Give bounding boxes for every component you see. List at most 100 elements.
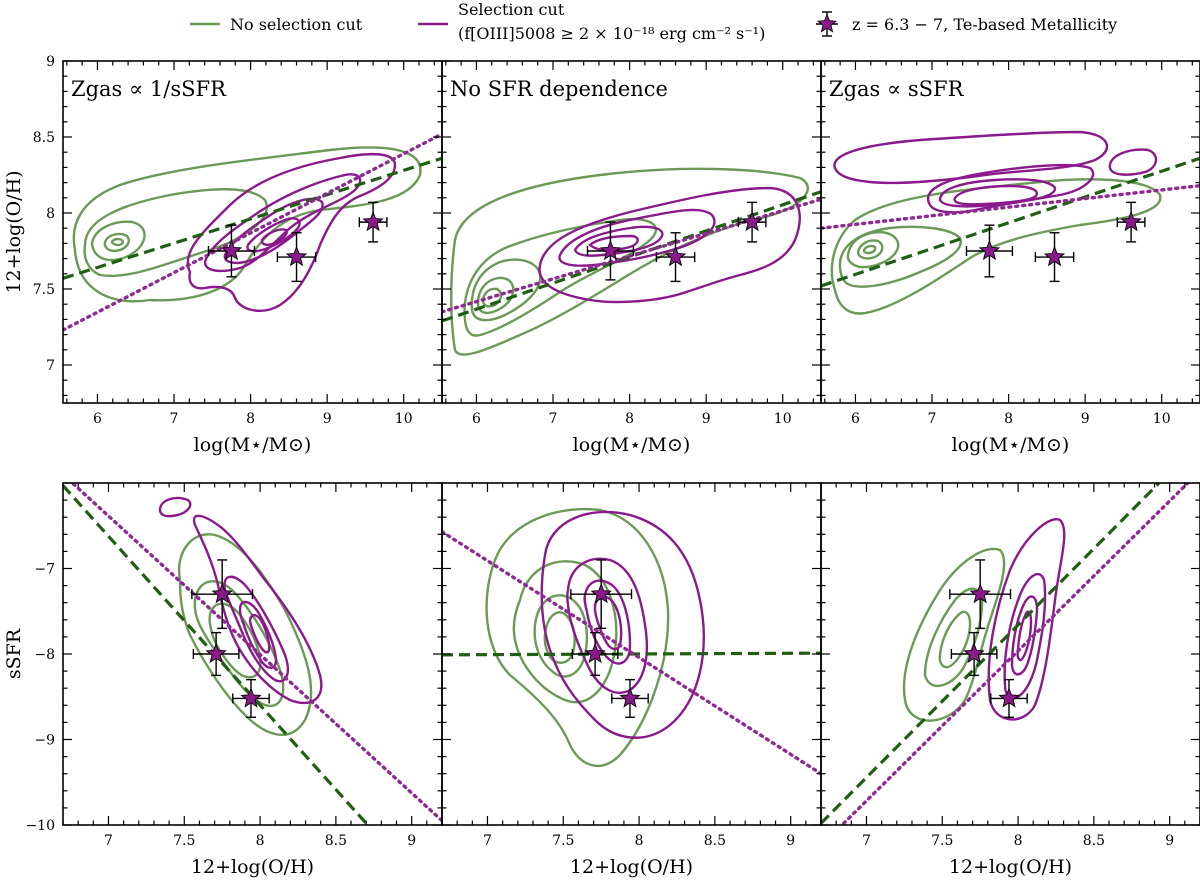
data-point — [207, 224, 256, 278]
contour-purple — [583, 579, 632, 665]
x-tick-label: 8 — [246, 411, 255, 427]
y-tick-label: 8.5 — [33, 130, 55, 146]
x-tick-label: 10 — [774, 411, 792, 427]
data-point — [737, 201, 767, 243]
contour-green — [846, 230, 900, 269]
fit-line-cut — [69, 483, 442, 823]
x-tick-label: 8.5 — [704, 833, 726, 849]
contour-purple — [593, 595, 623, 651]
panel-bottom-left-marks: 7 7.5 8 8.5 9 −10 −9 −8 −7 12+log(O/H) sSFR — [3, 482, 443, 878]
contour-purple — [1108, 148, 1158, 176]
panel-bottom-right-marks: 7 7.5 8 8.5 9 12+log(O/H) — [820, 482, 1200, 878]
fit-line-cut — [821, 183, 1200, 230]
panel-bottom-middle — [485, 507, 705, 767]
contour-purple — [953, 184, 1039, 206]
fit-line-no-cut — [63, 156, 442, 280]
data-point — [611, 678, 649, 718]
contours-top-middle — [450, 167, 809, 356]
x-tick-label: 8 — [635, 833, 644, 849]
contour-purple — [260, 228, 288, 246]
x-tick-label: 9 — [323, 411, 332, 427]
x-tick-label: 7 — [170, 411, 179, 427]
x-tick-label: 8 — [1004, 411, 1013, 427]
contour-green — [512, 560, 618, 704]
x-tick-label: 9 — [407, 833, 416, 849]
contour-purple — [186, 152, 397, 312]
contour-green — [90, 220, 146, 262]
x-tick-label: 7 — [483, 833, 492, 849]
axes-frame — [441, 60, 822, 404]
y-tick-label: −8 — [34, 647, 55, 663]
fit-line-cut — [63, 132, 442, 332]
data-point — [949, 559, 1012, 630]
contour-purple — [566, 557, 649, 694]
contour-purple — [558, 208, 716, 267]
y-tick-label: −7 — [34, 562, 55, 578]
fit-line-no-cut — [821, 156, 1200, 288]
contour-green — [103, 232, 130, 253]
x-tick-label: 9 — [1081, 411, 1090, 427]
data-point — [570, 559, 633, 630]
contour-purple — [223, 575, 289, 683]
contour-purple — [203, 173, 362, 273]
x-tick-label: 9 — [702, 411, 711, 427]
legend-cut-label-2: (f[OIII]5008 ≥ 2 × 10⁻¹⁸ erg cm⁻² s⁻¹) — [458, 24, 765, 43]
legend-obs-label: z = 6.3 − 7, Te-based Metallicity — [852, 15, 1117, 34]
x-axis-label: 12+log(O/H) — [191, 856, 314, 878]
x-tick-label: 6 — [472, 411, 481, 427]
contour-green — [110, 237, 125, 247]
panel-top-left — [72, 146, 422, 312]
x-tick-label: 8.5 — [1083, 833, 1105, 849]
contour-purple — [938, 178, 1057, 208]
contour-green — [481, 287, 503, 308]
y-tick-label: 7.5 — [33, 282, 55, 298]
panel-top-right — [830, 130, 1162, 315]
contour-green — [902, 547, 1006, 722]
data-point — [1034, 232, 1075, 283]
legend-obs-marker — [816, 11, 838, 37]
x-tick-label: 9 — [1165, 833, 1174, 849]
data-point — [1116, 201, 1146, 243]
contours-bottom-middle — [485, 507, 705, 767]
data-point — [950, 631, 998, 677]
panel-top-right-marks: 6 7 8 9 10 log(M⋆/M⊙) Zgas ∝ sSFR — [820, 60, 1200, 456]
x-tick-label: 7 — [104, 833, 113, 849]
data-point — [232, 678, 270, 718]
chart-layer: 6 7 8 9 10 7 7.5 8 8.5 9 log(M⋆/M⊙) 12+log(O/H) Zgas… — [3, 54, 1200, 878]
x-tick-label: 8 — [1014, 833, 1023, 849]
contour-purple — [573, 225, 664, 257]
y-tick-label: 9 — [46, 54, 55, 70]
panel-top-middle-marks: 6 7 8 9 10 log(M⋆/M⊙) No SFR dependence — [441, 60, 822, 456]
contour-green — [208, 602, 262, 679]
contour-purple — [540, 510, 705, 739]
contour-green — [862, 244, 877, 255]
panel-bottom-left — [158, 496, 323, 736]
data-point — [358, 201, 388, 243]
x-tick-label: 7.5 — [552, 833, 574, 849]
y-axis-label: 12+log(O/H) — [3, 170, 25, 293]
x-tick-label: 7.5 — [173, 833, 195, 849]
x-tick-label: 8.5 — [325, 833, 347, 849]
x-axis-label: log(M⋆/M⊙) — [952, 434, 1070, 456]
panel-bottom-right — [902, 518, 1066, 722]
contour-green — [177, 533, 313, 736]
contour-purple — [538, 186, 801, 304]
contour-green — [463, 217, 657, 337]
contour-green — [938, 610, 972, 669]
y-tick-label: 8 — [46, 206, 55, 222]
contour-purple — [987, 518, 1066, 721]
contour-purple — [1010, 595, 1039, 676]
data-point — [192, 631, 240, 677]
x-tick-label: 6 — [93, 411, 102, 427]
x-tick-label: 10 — [395, 411, 413, 427]
contour-green — [450, 167, 809, 356]
y-tick-label: −9 — [34, 733, 55, 749]
legend-cut-label: Selection cut — [458, 0, 565, 19]
contours-top-left — [72, 146, 422, 312]
x-tick-label: 7.5 — [931, 833, 953, 849]
data-point — [965, 224, 1014, 278]
contours-bottom-right — [902, 518, 1066, 722]
fit-line-cut — [442, 530, 821, 776]
data-point — [655, 232, 696, 283]
